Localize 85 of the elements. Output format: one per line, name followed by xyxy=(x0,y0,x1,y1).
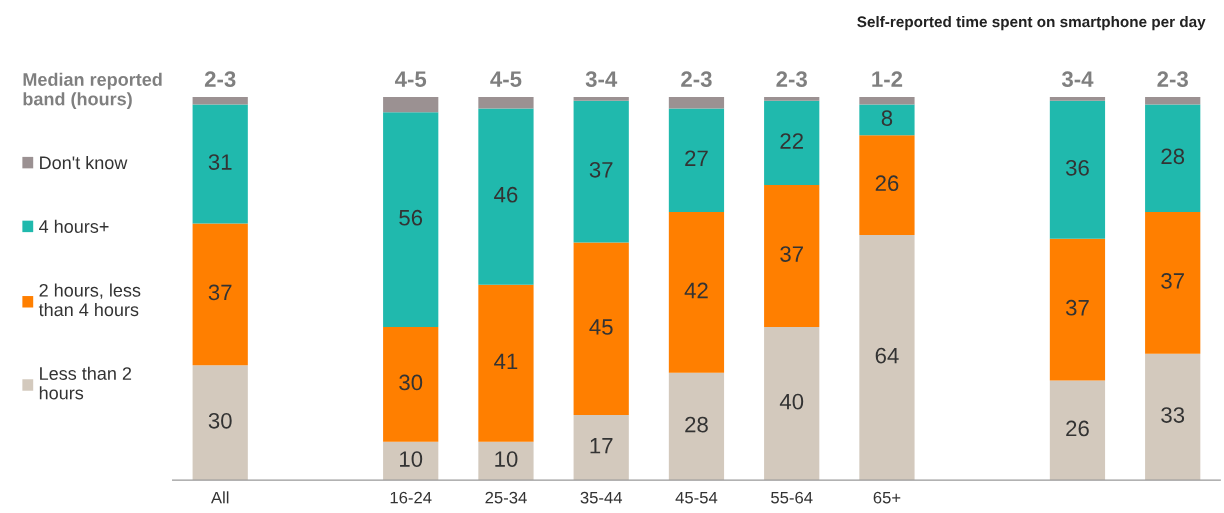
legend-label: 2 hours, less than 4 hours xyxy=(38,283,141,317)
data-label: 10 xyxy=(495,451,518,467)
text: 2-3 xyxy=(681,71,712,88)
bar xyxy=(383,96,439,113)
data-label: 30 xyxy=(399,374,423,391)
data-label: 26 xyxy=(875,175,899,192)
data-label: 22 xyxy=(780,133,803,149)
bar xyxy=(668,96,725,109)
bar xyxy=(192,104,248,224)
bar xyxy=(1049,238,1106,381)
data-label: 27 xyxy=(685,150,708,166)
bar xyxy=(1145,96,1201,105)
legend-label: 4 hours+ xyxy=(39,219,109,233)
data-label: 46 xyxy=(494,186,518,203)
bar xyxy=(668,372,725,481)
bar xyxy=(1049,100,1106,239)
text: 1-2 xyxy=(872,71,903,87)
text: 2-3 xyxy=(776,71,807,88)
bar xyxy=(573,100,629,243)
bar xyxy=(859,104,915,136)
legend-label: Less than 2 hours xyxy=(39,366,132,400)
data-label: 56 xyxy=(399,209,423,226)
bar xyxy=(1145,353,1201,481)
x-tick-label: 35-44 xyxy=(580,491,623,504)
x-tick-label: 55-64 xyxy=(771,491,813,504)
chart-title: Self-reported time spent on smartphone per day xyxy=(857,15,1206,31)
bar xyxy=(859,234,915,481)
bar xyxy=(478,441,534,481)
data-label: 41 xyxy=(494,353,518,370)
bar xyxy=(478,284,534,442)
data-label: 26 xyxy=(1066,420,1089,437)
data-label: 28 xyxy=(685,416,708,433)
text: 2-3 xyxy=(1157,71,1188,88)
x-tick-label: 16-24 xyxy=(390,491,432,504)
bar xyxy=(764,100,820,186)
bar xyxy=(668,108,725,212)
bar xyxy=(192,96,248,105)
text: 3-4 xyxy=(585,71,618,88)
bar xyxy=(478,108,534,285)
data-label: 64 xyxy=(875,347,899,364)
data-label: 42 xyxy=(684,282,708,299)
data-label: 17 xyxy=(590,438,613,454)
legend-title: Median reported band (hours) xyxy=(23,72,162,109)
text: 4-5 xyxy=(394,71,427,88)
x-tick-label: 45-54 xyxy=(675,491,718,504)
data-label: 36 xyxy=(1065,160,1089,176)
data-label: 45 xyxy=(589,319,613,335)
data-label: 33 xyxy=(1161,407,1185,423)
x-tick-label: 65+ xyxy=(873,491,901,504)
data-label: 31 xyxy=(208,154,232,170)
text: 2-3 xyxy=(204,71,236,88)
bar xyxy=(383,441,439,481)
data-label: 30 xyxy=(208,412,232,429)
bar xyxy=(1145,211,1201,354)
data-label: 28 xyxy=(1161,148,1185,165)
bar xyxy=(573,96,629,101)
bar xyxy=(764,96,820,101)
bar xyxy=(383,326,439,442)
data-label: 37 xyxy=(208,284,232,301)
bar xyxy=(1145,104,1201,212)
data-label: 37 xyxy=(589,161,613,178)
bar xyxy=(383,112,439,327)
bar xyxy=(859,96,915,105)
bar xyxy=(573,415,629,481)
data-label: 40 xyxy=(779,393,804,410)
x-tick-label: All xyxy=(210,491,229,504)
text: 3-4 xyxy=(1061,71,1094,88)
bar xyxy=(192,365,248,481)
data-label: 37 xyxy=(780,246,803,262)
data-label: 8 xyxy=(881,110,893,126)
bar xyxy=(192,223,248,366)
bar xyxy=(1049,96,1106,101)
bar xyxy=(859,135,915,235)
bar xyxy=(1049,380,1106,481)
data-label: 37 xyxy=(1161,273,1184,289)
bar xyxy=(764,185,820,327)
x-tick-label: 25-34 xyxy=(485,491,527,504)
data-label: 10 xyxy=(400,451,423,467)
data-label: 37 xyxy=(1065,299,1089,316)
bar xyxy=(478,96,534,109)
bar xyxy=(764,326,820,481)
bar xyxy=(573,242,629,416)
text: 4-5 xyxy=(490,71,522,88)
bar xyxy=(668,211,725,373)
legend-label: Don't know xyxy=(40,155,128,170)
